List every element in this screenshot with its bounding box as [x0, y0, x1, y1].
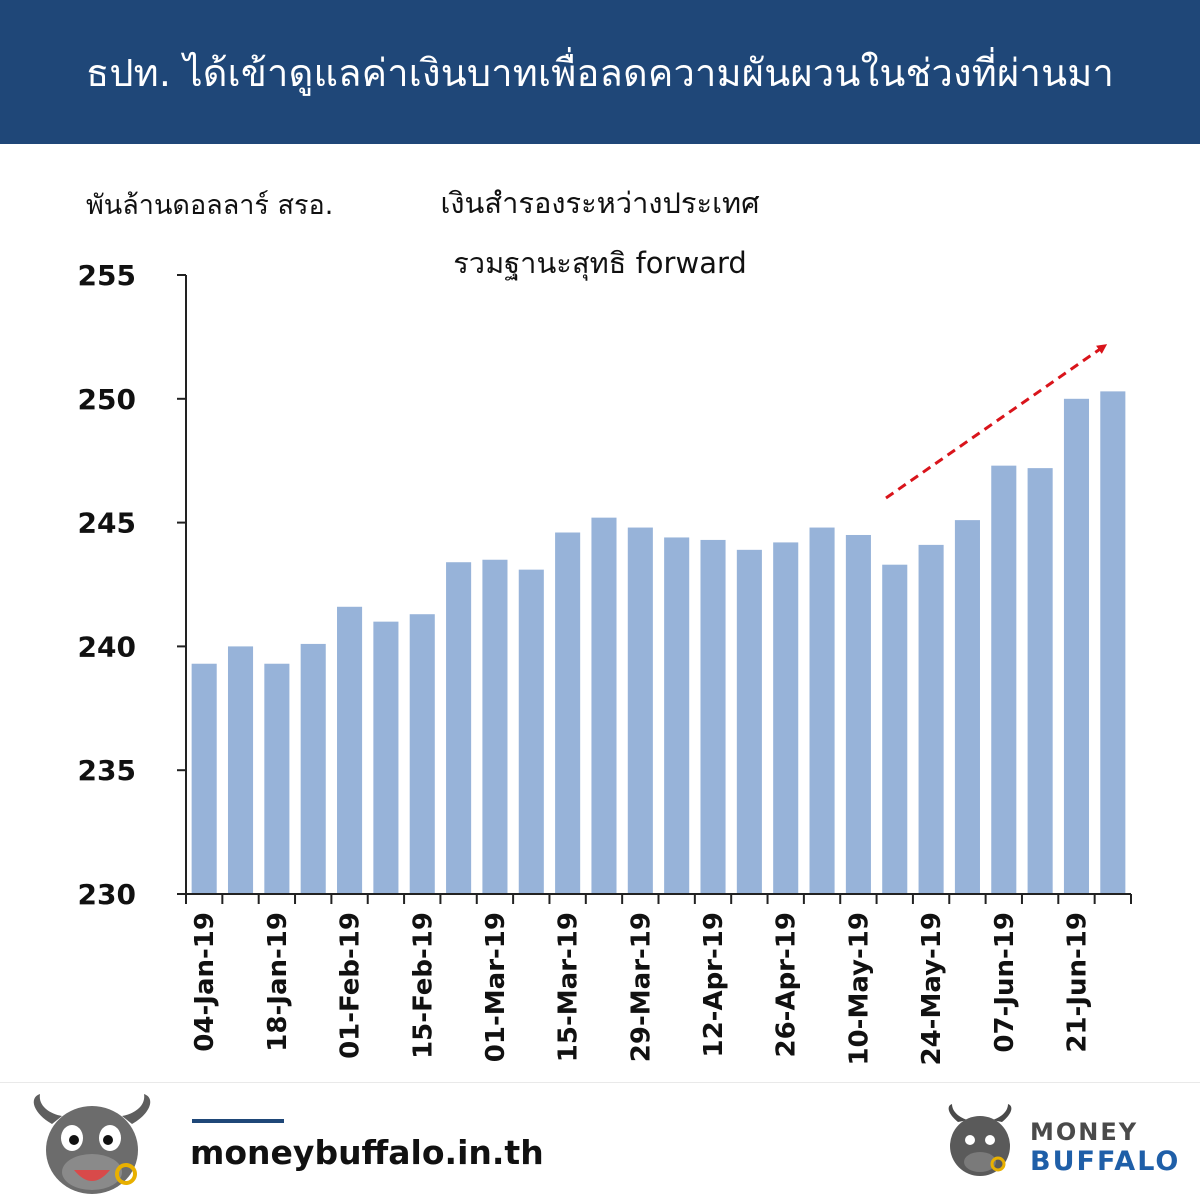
bar-25-Jan-19 — [300, 643, 326, 894]
logo-buffalo-text: BUFFALO — [1030, 1146, 1181, 1177]
page-title: ธปท. ได้เข้าดูแลค่าเงินบาทเพื่อลดความผัน… — [85, 50, 1115, 95]
x-tick-label: 07-Jun-19 — [990, 912, 1020, 1053]
bar-01-Mar-19 — [482, 559, 508, 894]
bar-22-Feb-19 — [446, 562, 472, 894]
bar-series — [191, 391, 1126, 894]
x-tick-label: 18-Jan-19 — [263, 912, 293, 1052]
x-axis-ticks: 04-Jan-19 18-Jan-19 01-Feb-19 15-Feb-19 01-M… — [185, 894, 1132, 1066]
bar-26-Apr-19 — [773, 542, 799, 894]
money-buffalo-logo-icon — [948, 1104, 1012, 1176]
bar-14-Jun-19 — [1027, 468, 1053, 894]
bar-17-May-19 — [882, 564, 908, 894]
y-axis-unit-label: พันล้านดอลลาร์ สรอ. — [86, 190, 334, 221]
bar-28-Jun-19 — [1100, 391, 1126, 894]
bar-22-Mar-19 — [591, 517, 617, 894]
bar-05-Apr-19 — [664, 537, 690, 894]
x-tick-label: 10-May-19 — [844, 912, 874, 1066]
y-axis-ticks: 230 235 240 245 250 255 — [78, 259, 186, 911]
y-tick-label: 250 — [78, 383, 136, 416]
bar-chart: 230 235 240 245 250 255 04-Jan-19 18-Jan-19 01-… — [78, 259, 1132, 1066]
y-tick-label: 245 — [78, 507, 136, 540]
bar-11-Jan-19 — [227, 646, 254, 894]
chart-subtitle: รวมฐานะสุทธิ forward — [453, 246, 747, 280]
footer-divider — [192, 1119, 284, 1123]
y-tick-label: 235 — [78, 754, 136, 787]
x-tick-label: 29-Mar-19 — [626, 912, 656, 1062]
bar-21-Jun-19 — [1063, 398, 1090, 894]
bar-15-Feb-19 — [409, 614, 435, 894]
x-tick-label: 01-Feb-19 — [336, 912, 366, 1059]
bar-15-Mar-19 — [555, 532, 581, 894]
x-tick-label: 15-Mar-19 — [554, 912, 584, 1062]
x-tick-label: 15-Feb-19 — [408, 912, 438, 1059]
bar-03-May-19 — [809, 527, 835, 894]
bar-04-Jan-19 — [191, 663, 217, 894]
logo-money-text: MONEY — [1030, 1118, 1139, 1146]
chart-title: เงินสำรองระหว่างประเทศ — [440, 186, 760, 220]
bar-07-Jun-19 — [991, 465, 1017, 894]
bar-19-Apr-19 — [736, 549, 762, 894]
x-tick-label: 26-Apr-19 — [772, 912, 802, 1058]
bar-18-Jan-19 — [264, 663, 290, 894]
chart-axes — [185, 275, 1131, 895]
bar-08-Feb-19 — [373, 621, 399, 894]
x-tick-label: 21-Jun-19 — [1062, 912, 1092, 1053]
y-tick-label: 255 — [78, 259, 136, 292]
x-tick-label: 04-Jan-19 — [190, 912, 220, 1052]
buffalo-mascot-icon — [33, 1094, 151, 1194]
bar-31-May-19 — [954, 520, 980, 894]
bar-12-Apr-19 — [700, 539, 726, 894]
bar-10-May-19 — [845, 534, 871, 894]
x-tick-label: 01-Mar-19 — [481, 912, 511, 1062]
brand-logo-text: MONEY BUFFALO — [1030, 1120, 1180, 1175]
bar-24-May-19 — [918, 544, 944, 894]
x-tick-label: 24-May-19 — [917, 912, 947, 1066]
site-url-link[interactable]: moneybuffalo.in.th — [190, 1133, 544, 1172]
y-tick-label: 240 — [78, 630, 136, 663]
y-tick-label: 230 — [78, 878, 136, 911]
bar-08-Mar-19 — [518, 569, 544, 894]
x-tick-label: 12-Apr-19 — [699, 912, 729, 1058]
header-banner: ธปท. ได้เข้าดูแลค่าเงินบาทเพื่อลดความผัน… — [0, 0, 1200, 144]
bar-29-Mar-19 — [627, 527, 653, 894]
bar-01-Feb-19 — [337, 606, 363, 894]
